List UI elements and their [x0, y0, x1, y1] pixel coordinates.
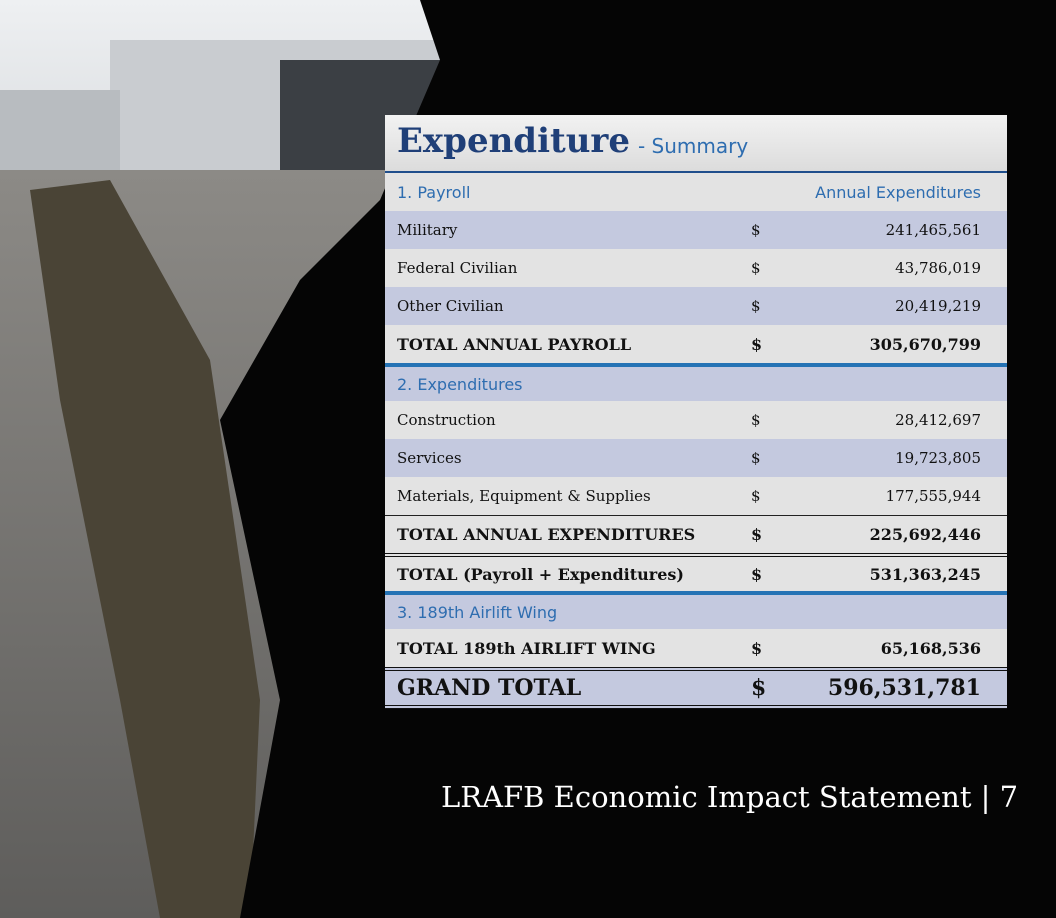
amount: 19,723,805	[895, 449, 981, 467]
section-label: 2. Expenditures	[397, 374, 523, 394]
section-header: 2. Expenditures	[385, 363, 1007, 401]
amount: 596,531,781	[827, 675, 981, 701]
row: Services $19,723,805	[385, 439, 1007, 477]
label: TOTAL 189th AIRLIFT WING	[397, 638, 656, 658]
subtitle: - Summary	[637, 134, 749, 158]
label: TOTAL ANNUAL PAYROLL	[397, 334, 632, 354]
title-row: Expenditure - Summary	[385, 115, 1007, 173]
amount: 241,465,561	[885, 221, 981, 239]
expenditure-table: Expenditure - Summary 1. Payroll Annual E…	[385, 115, 1007, 709]
section-header: 1. Payroll Annual Expenditures	[385, 173, 1007, 211]
amount: 177,555,944	[885, 487, 981, 505]
label: Construction	[397, 411, 496, 429]
currency: $	[751, 564, 763, 584]
amount: 65,168,536	[880, 638, 981, 658]
column-header: Annual Expenditures	[815, 182, 981, 202]
currency: $	[751, 334, 763, 354]
row: Construction $28,412,697	[385, 401, 1007, 439]
currency: $	[751, 525, 763, 544]
grand-total-row: GRAND TOTAL $596,531,781	[385, 667, 1007, 709]
amount: 225,692,446	[869, 525, 981, 544]
total-row: TOTAL 189th AIRLIFT WING $65,168,536	[385, 629, 1007, 667]
currency: $	[751, 675, 767, 701]
footer: LRAFB Economic Impact Statement | 7	[441, 780, 1019, 814]
total-row: TOTAL ANNUAL EXPENDITURES $225,692,446	[385, 515, 1007, 553]
currency: $	[751, 638, 763, 658]
currency: $	[751, 411, 761, 429]
row: Materials, Equipment & Supplies $177,555,…	[385, 477, 1007, 515]
label: Military	[397, 221, 458, 239]
label: TOTAL (Payroll + Expenditures)	[397, 564, 684, 584]
label: Materials, Equipment & Supplies	[397, 487, 651, 505]
row: Military $241,465,561	[385, 211, 1007, 249]
label: Federal Civilian	[397, 259, 518, 277]
row: Federal Civilian $43,786,019	[385, 249, 1007, 287]
amount: 20,419,219	[895, 297, 981, 315]
amount: 28,412,697	[895, 411, 981, 429]
label: TOTAL ANNUAL EXPENDITURES	[397, 525, 696, 544]
label: Other Civilian	[397, 297, 504, 315]
amount: 43,786,019	[895, 259, 981, 277]
total-row: TOTAL ANNUAL PAYROLL $305,670,799	[385, 325, 1007, 363]
currency: $	[751, 297, 761, 315]
section-header: 3. 189th Airlift Wing	[385, 591, 1007, 629]
section-label: 1. Payroll	[397, 182, 471, 202]
amount: 531,363,245	[869, 564, 981, 584]
row: Other Civilian $20,419,219	[385, 287, 1007, 325]
label: GRAND TOTAL	[397, 675, 582, 701]
label: Services	[397, 449, 462, 467]
currency: $	[751, 449, 761, 467]
total-row: TOTAL (Payroll + Expenditures) $531,363,2…	[385, 553, 1007, 591]
section-label: 3. 189th Airlift Wing	[397, 602, 558, 622]
currency: $	[751, 221, 761, 239]
currency: $	[751, 487, 761, 505]
title: Expenditure	[397, 121, 630, 161]
currency: $	[751, 259, 761, 277]
amount: 305,670,799	[869, 334, 981, 354]
